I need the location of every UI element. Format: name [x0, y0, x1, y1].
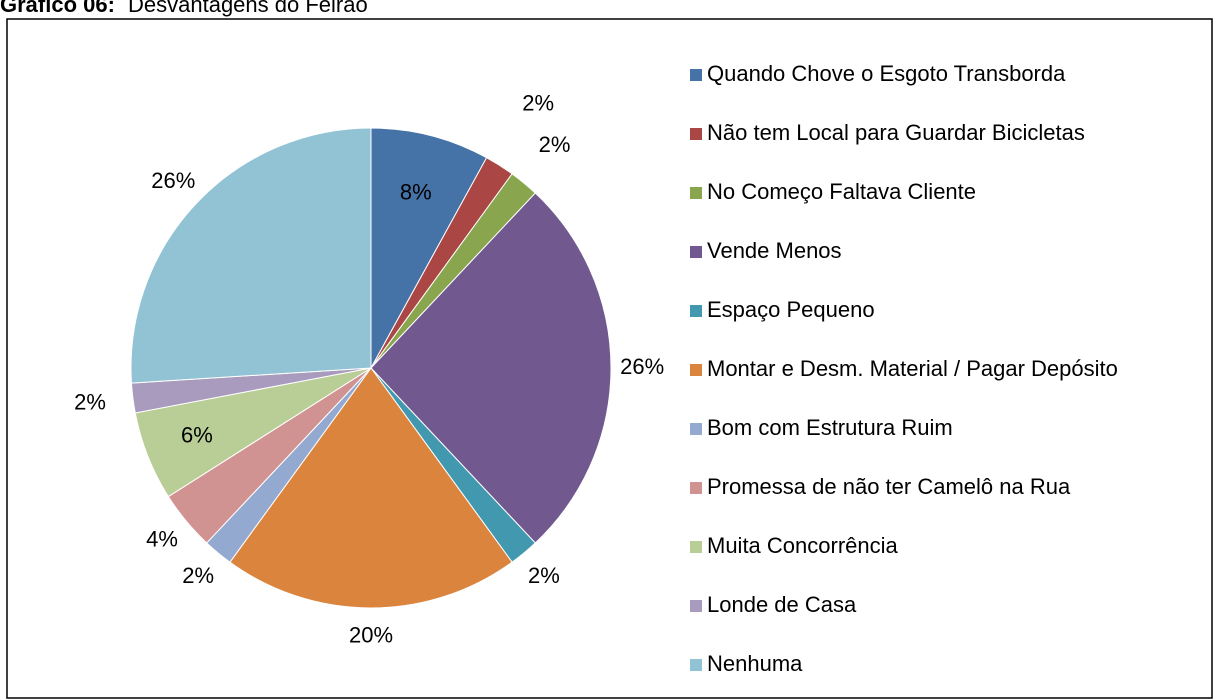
data-label: 2%	[522, 90, 554, 115]
legend-label: Promessa de não ter Camelô na Rua	[707, 474, 1071, 499]
legend-label: No Começo Faltava Cliente	[707, 179, 976, 204]
legend-swatch	[690, 659, 702, 671]
title-label: Gráfico 06:	[0, 0, 115, 17]
chart-frame	[6, 18, 1213, 699]
data-label: 2%	[539, 132, 571, 157]
legend-label: Quando Chove o Esgoto Transborda	[707, 61, 1066, 86]
legend-label: Montar e Desm. Material / Pagar Depósito	[707, 356, 1118, 381]
pie-slice	[370, 127, 488, 369]
legend-swatch	[690, 482, 702, 494]
data-label: 20%	[349, 623, 393, 648]
data-label: 2%	[528, 563, 560, 588]
legend-label: Não tem Local para Guardar Bicicletas	[707, 120, 1085, 145]
pie-slice	[130, 127, 372, 384]
data-label: 26%	[620, 354, 664, 379]
pie-slice	[229, 367, 513, 609]
legend-label: Espaço Pequeno	[707, 297, 875, 322]
legend-label: Nenhuma	[707, 651, 803, 676]
legend-swatch	[690, 423, 702, 435]
legend-swatch	[690, 305, 702, 317]
data-label: 4%	[146, 527, 178, 552]
legend-swatch	[690, 246, 702, 258]
legend-swatch	[690, 600, 702, 612]
legend-label: Vende Menos	[707, 238, 842, 263]
legend-swatch	[690, 187, 702, 199]
data-label: 6%	[181, 423, 213, 448]
data-label: 2%	[182, 563, 214, 588]
legend-swatch	[690, 364, 702, 376]
legend-swatch	[690, 541, 702, 553]
legend-label: Bom com Estrutura Ruim	[707, 415, 953, 440]
legend-swatch	[690, 128, 702, 140]
legend-label: Muita Concorrência	[707, 533, 899, 558]
data-label: 2%	[74, 389, 106, 414]
data-label: 8%	[400, 179, 432, 204]
legend-label: Londe de Casa	[707, 592, 857, 617]
data-label: 26%	[151, 168, 195, 193]
chart-title: Desvantagens do Feirão	[128, 0, 368, 17]
legend-swatch	[690, 69, 702, 81]
pie-slice	[370, 192, 612, 544]
